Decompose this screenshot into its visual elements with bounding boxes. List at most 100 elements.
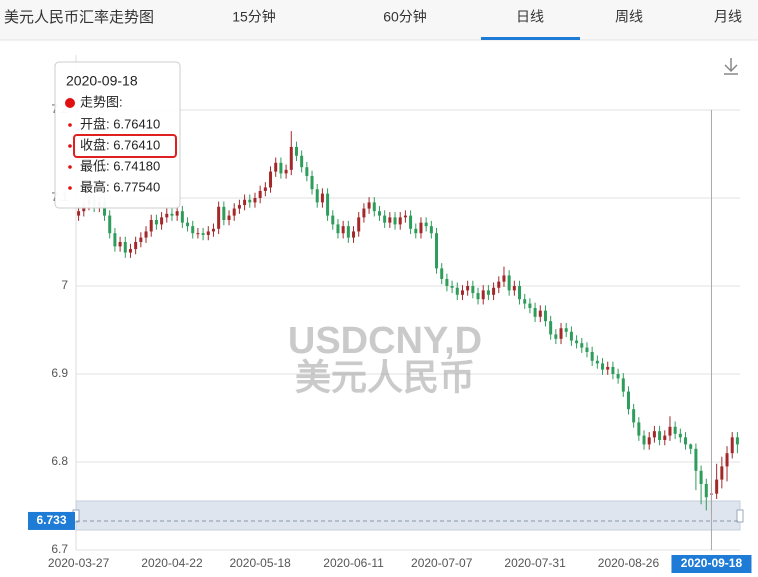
candle-body: [564, 328, 568, 332]
candle-body: [149, 220, 153, 232]
candle-body: [336, 224, 340, 234]
candle-body: [409, 215, 413, 229]
watermark: 美元人民币: [295, 357, 475, 398]
candle-body: [590, 352, 594, 361]
y-tick-label: 6.9: [51, 366, 68, 380]
highlight-box: [73, 134, 177, 158]
candle-body: [305, 167, 309, 176]
candle-body: [201, 233, 205, 235]
candle-body: [538, 310, 542, 317]
candle-body: [258, 190, 262, 198]
x-tick-label: 2020-09-18: [681, 556, 743, 570]
candle-body: [113, 233, 117, 247]
candle-body: [315, 189, 319, 203]
candle-body: [237, 205, 241, 209]
candle-body: [497, 281, 501, 288]
candle-body: [502, 275, 506, 282]
tooltip: 2020-09-18 走势图: 开盘: 6.76410 收盘: 6.76410 …: [54, 61, 181, 209]
candle-body: [222, 206, 226, 220]
candle-body: [346, 226, 350, 238]
candle-body: [186, 222, 190, 227]
candle-body: [704, 484, 708, 498]
overlay: 2020-03-27 2020-04-22 2020-05-18 2020-06-11…: [28, 110, 752, 573]
candle-body: [486, 290, 490, 295]
candle-body: [429, 226, 433, 234]
candle-body: [128, 249, 132, 253]
candle-body: [455, 287, 459, 295]
candle-body: [393, 217, 397, 225]
y-tick-label: 7: [61, 278, 68, 292]
bullet: [68, 165, 72, 169]
candle-body: [450, 286, 454, 288]
x-tick-label: 2020-07-31: [504, 556, 566, 570]
x-tick-label: 2020-06-11: [323, 556, 384, 570]
highlight-label-bg: [671, 555, 752, 573]
candle-body: [735, 437, 739, 445]
candle-body: [139, 237, 143, 242]
range-handle[interactable]: [736, 509, 744, 523]
candle-body: [523, 299, 527, 304]
tooltip-row: 最高: 6.77540: [80, 179, 160, 194]
candle-body: [227, 215, 231, 220]
bullet: [68, 186, 72, 190]
tab[interactable]: 周线: [615, 9, 643, 25]
candle-body: [154, 220, 158, 225]
tab[interactable]: 60分钟: [383, 9, 427, 25]
bullet: [68, 144, 72, 148]
candle-body: [289, 146, 293, 170]
candle-body: [294, 146, 298, 156]
tab[interactable]: 月线: [714, 9, 742, 25]
candle-body: [689, 444, 693, 449]
candle-body: [720, 466, 724, 480]
candle-body: [678, 433, 682, 438]
watermark: USDCNY,D: [288, 320, 482, 362]
candle-body: [232, 208, 236, 216]
x-tick-label: 2020-07-07: [411, 556, 473, 570]
x-tick-label: 2020-08-26: [598, 556, 660, 570]
candle-body: [533, 308, 537, 317]
candle-body: [196, 233, 200, 235]
candle-body: [611, 366, 615, 374]
download-button[interactable]: [724, 58, 738, 75]
candle-body: [103, 202, 107, 216]
candle-body: [549, 321, 553, 335]
candle-body: [647, 437, 651, 445]
candle-body: [180, 211, 184, 223]
candle-body: [377, 211, 381, 216]
tooltip-series: 走势图:: [80, 94, 123, 109]
active-tab-indicator: [481, 37, 580, 40]
candle-body: [435, 233, 439, 269]
candle-body: [170, 213, 174, 216]
candle-body: [160, 217, 164, 225]
candle-body: [715, 479, 719, 494]
candle-body: [326, 193, 330, 216]
candle-body: [352, 231, 356, 238]
series-dot: [65, 98, 75, 108]
candle-body: [440, 268, 444, 279]
candle-body: [585, 347, 589, 352]
candle-body: [284, 169, 288, 174]
candle-body: [616, 374, 620, 379]
candle-body: [601, 363, 605, 370]
candle-body: [372, 202, 376, 212]
candle-body: [673, 426, 677, 434]
tab[interactable]: 日线: [516, 9, 544, 25]
candle-body: [460, 290, 464, 295]
candle-body: [403, 215, 407, 218]
grid: 6.76.86.977.17.2: [51, 55, 740, 556]
tab[interactable]: 15分钟: [232, 9, 276, 25]
candle-body: [243, 199, 247, 206]
candle-body: [580, 343, 584, 348]
candle-body: [632, 409, 636, 423]
candle-body: [569, 331, 573, 341]
candle-body: [492, 287, 496, 295]
candle-body: [481, 290, 485, 300]
range-selector[interactable]: [75, 500, 741, 531]
candle-body: [507, 275, 511, 291]
candle-body: [362, 208, 366, 218]
bullet: [68, 123, 72, 127]
candle-body: [269, 171, 273, 188]
candle-body: [357, 217, 361, 232]
candle-body: [642, 435, 646, 445]
